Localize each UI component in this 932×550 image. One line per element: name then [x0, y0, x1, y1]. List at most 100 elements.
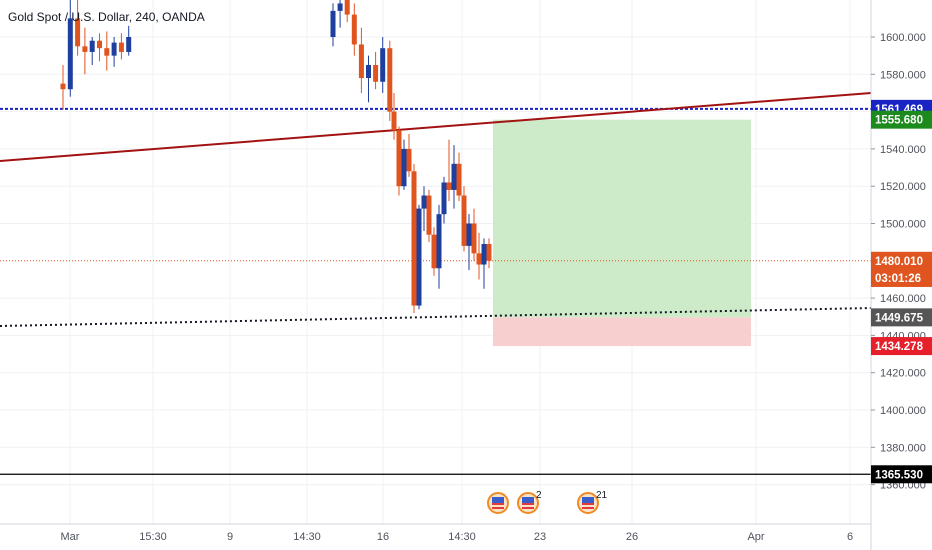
price-label-bg [871, 251, 932, 270]
price-label-text: 1480.010 [875, 256, 923, 268]
x-tick-label: Mar [61, 531, 80, 543]
price-label: 1434.278 [871, 337, 932, 356]
price-label-text: 1555.680 [875, 115, 923, 127]
candle [396, 126, 402, 196]
candle [401, 139, 407, 190]
candle-body [431, 234, 437, 269]
candle-body [446, 182, 452, 190]
candle [451, 145, 457, 209]
event-badges[interactable]: 2 21 [487, 490, 608, 514]
candle-body [481, 244, 487, 265]
risk-reward-zones[interactable] [493, 119, 751, 347]
flag-canton [522, 497, 534, 503]
x-tick-label: 9 [227, 531, 233, 543]
candle [387, 40, 393, 121]
chart-title: Gold Spot / U.S. Dollar, 240, OANDA [8, 10, 205, 24]
lower-trendline [0, 307, 872, 327]
candle [118, 33, 124, 60]
price-label-bg [871, 465, 932, 484]
candle-body [67, 18, 73, 90]
flag-stripe [492, 507, 504, 509]
candle [406, 133, 412, 177]
x-tick-label: 14:30 [293, 531, 321, 543]
loss-zone [493, 317, 751, 347]
candle-body [416, 208, 422, 306]
candle [421, 186, 427, 231]
y-tick-label: 1420.000 [880, 368, 926, 380]
candle [75, 0, 81, 56]
x-tick-label: Apr [747, 531, 764, 543]
candle [366, 55, 371, 103]
candle-body [126, 37, 132, 52]
x-tick-label: 15:30 [139, 531, 167, 543]
candle [471, 208, 477, 261]
candle-body [441, 182, 447, 215]
price-label: 1480.010 [871, 251, 932, 270]
candle [416, 204, 422, 310]
y-tick-label: 1500.000 [880, 219, 926, 231]
candle [344, 0, 350, 23]
candle [411, 163, 417, 314]
candle-body [486, 244, 492, 261]
candle-body [97, 40, 102, 49]
y-tick-label: 1540.000 [880, 144, 926, 156]
candle [391, 92, 397, 140]
badge-count: 2 [536, 490, 542, 501]
candle [67, 0, 73, 97]
flag-canton [492, 497, 504, 503]
candle [476, 232, 482, 280]
candle-body [396, 130, 402, 187]
candle [436, 204, 442, 289]
candle [456, 152, 462, 202]
price-label-bg [871, 337, 932, 356]
price-label-text: 1365.530 [875, 469, 923, 481]
candle-body [436, 214, 442, 269]
candle-body [82, 46, 88, 52]
candle-body [60, 83, 66, 90]
x-tick-label: 16 [377, 531, 389, 543]
candle [351, 3, 357, 56]
flag-stripe [522, 507, 534, 509]
candle-body [337, 3, 343, 11]
price-label-bg [871, 110, 932, 129]
candle [337, 0, 343, 28]
flag-icon[interactable] [487, 492, 509, 514]
price-label-text: 03:01:26 [875, 273, 921, 285]
price-label-text: 1434.278 [875, 341, 924, 353]
profit-zone [493, 119, 751, 318]
candle [60, 64, 66, 110]
flag-icon[interactable]: 21 [577, 490, 608, 514]
candle-body [358, 44, 364, 79]
y-tick-label: 1380.000 [880, 442, 926, 454]
candle [380, 37, 386, 93]
flag-canton [582, 497, 594, 503]
candle [466, 214, 472, 271]
candle [126, 25, 132, 56]
candle [104, 31, 110, 71]
candle-body [380, 48, 386, 82]
candle [111, 37, 117, 67]
candle [426, 189, 432, 243]
candle-body [75, 18, 81, 47]
flag-icon[interactable]: 2 [517, 490, 542, 514]
candle-body [411, 171, 417, 306]
candle-body [366, 64, 371, 79]
candle-body [451, 163, 457, 190]
candle-body [387, 48, 393, 112]
price-label-bg [871, 308, 932, 327]
candle-body [111, 42, 117, 56]
y-tick-label: 1520.000 [880, 181, 926, 193]
candle-body [421, 195, 427, 209]
x-tick-label: 14:30 [448, 531, 476, 543]
candle-body [373, 64, 379, 82]
price-label-bg [871, 268, 932, 287]
candle-body [351, 14, 357, 45]
candle-body [466, 223, 472, 246]
upper-trendline [0, 92, 872, 162]
y-tick-label: 1400.000 [880, 405, 926, 417]
price-labels: 1561.4691555.6801480.01003:01:261449.675… [871, 99, 932, 484]
candle-body [406, 148, 412, 172]
candle-body [344, 0, 350, 15]
candle [446, 139, 452, 202]
